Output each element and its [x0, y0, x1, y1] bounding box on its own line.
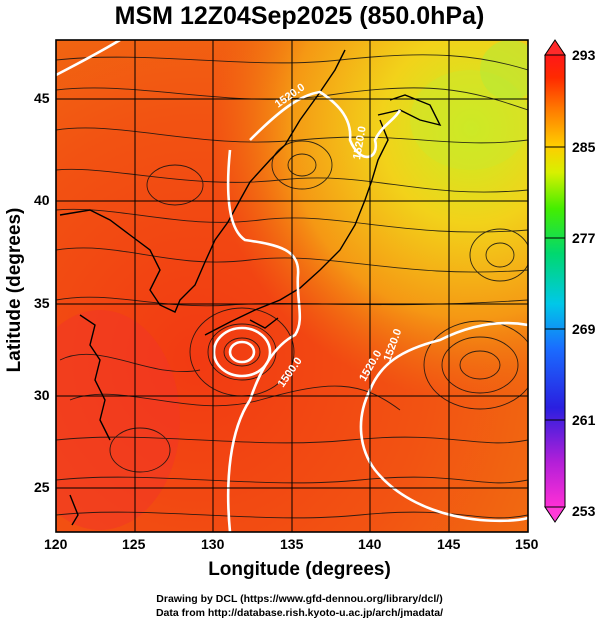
colorbar-label: 253 [572, 503, 596, 519]
x-tick-label: 140 [358, 536, 382, 552]
x-tick-label: 145 [437, 536, 461, 552]
y-tick-label: 30 [34, 387, 50, 403]
y-tick-label: 40 [34, 192, 50, 208]
map-title: MSM 12Z04Sep2025 (850.0hPa) [114, 2, 485, 30]
y-axis-label: Latitude (degrees) [4, 207, 25, 373]
credit-line: Drawing by DCL (https://www.gfd-dennou.o… [156, 593, 443, 605]
colorbar-label: 293 [572, 47, 596, 63]
x-axis-label: Longitude (degrees) [208, 559, 391, 580]
colorbar-label: 277 [572, 230, 596, 246]
colorbar-label: 285 [572, 139, 596, 155]
plot-frame [55, 39, 529, 533]
colorbar-label: 269 [572, 321, 596, 337]
credit-line: Data from http://database.rish.kyoto-u.a… [155, 607, 444, 619]
x-tick-label: 135 [280, 536, 304, 552]
y-tick-label: 45 [34, 90, 50, 106]
lat-lon-grid [56, 40, 528, 532]
y-tick-label: 25 [34, 479, 50, 495]
x-tick-label: 150 [515, 536, 539, 552]
contour-label: 1520.0 [351, 125, 369, 160]
colorbar-label: 261 [572, 412, 596, 428]
geopotential-contours [56, 40, 528, 532]
wind-streamlines [56, 54, 528, 519]
y-tick-label: 35 [34, 295, 50, 311]
x-tick-label: 130 [201, 536, 225, 552]
x-tick-label: 120 [44, 536, 68, 552]
colorbar [544, 39, 566, 523]
x-tick-label: 125 [122, 536, 146, 552]
